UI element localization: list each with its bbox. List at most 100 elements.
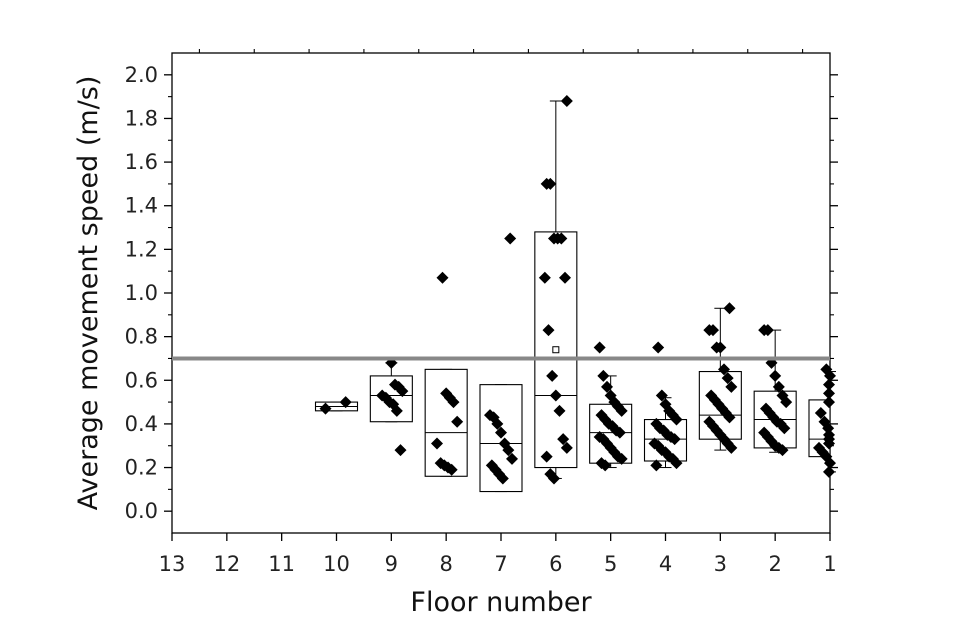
points-floor-6	[538, 95, 573, 485]
data-point	[758, 324, 771, 337]
data-point	[823, 465, 835, 478]
data-point	[484, 409, 496, 422]
data-point	[823, 378, 835, 391]
data-point	[440, 387, 453, 400]
x-tick-label: 1	[823, 552, 836, 576]
data-point	[650, 459, 663, 472]
y-tick-label: 0.6	[125, 368, 158, 392]
data-point	[436, 271, 449, 284]
data-point	[604, 389, 617, 402]
data-point	[540, 450, 553, 463]
data-point	[758, 426, 771, 439]
data-point	[548, 232, 560, 245]
data-point	[559, 271, 571, 284]
data-point	[319, 402, 332, 415]
data-point	[648, 437, 661, 450]
data-point	[723, 302, 736, 315]
box-floor-6	[534, 100, 578, 479]
data-point	[650, 417, 663, 430]
data-point	[595, 409, 608, 422]
data-point	[504, 232, 517, 245]
points-floor-8	[431, 271, 464, 476]
data-point	[394, 444, 407, 457]
y-axis-title: Average movement speed (m/s)	[73, 76, 104, 511]
data-point	[776, 389, 789, 402]
y-tick-label: 1.4	[125, 194, 158, 218]
y-tick-label: 0.4	[125, 412, 158, 436]
points-floor-2	[758, 324, 793, 457]
data-point	[544, 468, 557, 481]
data-point	[601, 380, 613, 393]
data-point	[431, 437, 443, 450]
y-tick-label: 0.8	[125, 325, 158, 349]
y-tick-label: 1.6	[125, 150, 158, 174]
x-tick-label: 7	[494, 552, 507, 576]
data-point	[725, 380, 738, 393]
data-point	[655, 389, 668, 402]
data-point	[557, 433, 570, 446]
data-point	[538, 271, 551, 284]
data-point	[820, 363, 833, 376]
x-tick-label: 13	[159, 552, 186, 576]
data-point	[560, 95, 573, 107]
mean-marker	[552, 346, 560, 354]
data-point	[560, 441, 573, 454]
data-point	[813, 441, 825, 454]
data-point	[542, 324, 555, 337]
x-tick-label: 11	[268, 552, 295, 576]
data-point	[495, 426, 507, 439]
data-point	[451, 415, 464, 428]
data-point	[710, 341, 723, 354]
data-point	[823, 396, 835, 409]
x-tick-label: 9	[385, 552, 398, 576]
y-tick-label: 0.2	[125, 456, 158, 480]
x-tick-label: 10	[323, 552, 350, 576]
data-point	[703, 324, 716, 337]
data-point	[549, 389, 562, 402]
points-floor-4	[648, 341, 683, 472]
data-point	[597, 369, 610, 382]
y-tick-label: 2.0	[125, 63, 158, 87]
data-point	[389, 378, 401, 391]
data-point	[659, 398, 672, 411]
data-point	[546, 369, 559, 382]
points-floor-9	[376, 356, 409, 457]
points-floor-3	[703, 302, 738, 454]
y-tick-label: 1.8	[125, 106, 158, 130]
data-point	[823, 387, 835, 400]
x-tick-label: 2	[768, 552, 781, 576]
points-floor-10	[319, 396, 352, 415]
data-point	[814, 407, 827, 419]
x-tick-label: 6	[549, 552, 562, 576]
data-point	[593, 431, 606, 443]
points-floor-5	[593, 341, 628, 472]
points-floor-7	[484, 232, 518, 485]
data-point	[772, 380, 785, 393]
y-tick-label: 0.0	[125, 499, 158, 523]
data-point	[705, 389, 718, 402]
data-point	[506, 452, 518, 465]
data-point	[595, 457, 608, 470]
points-floor-1	[813, 363, 836, 478]
x-tick-label: 4	[659, 552, 672, 576]
data-point	[769, 369, 782, 382]
data-point	[718, 363, 730, 376]
x-axis-title: Floor number	[410, 587, 592, 618]
data-point	[485, 459, 498, 472]
data-point	[498, 437, 511, 450]
data-point	[818, 415, 831, 428]
data-point	[721, 372, 734, 385]
data-point	[339, 396, 352, 409]
data-point	[760, 402, 772, 415]
data-point	[434, 457, 447, 470]
y-tick-label: 1.2	[125, 237, 158, 261]
x-tick-label: 12	[213, 552, 240, 576]
data-point	[652, 341, 665, 354]
data-point	[703, 415, 716, 428]
data-point	[553, 404, 566, 417]
x-tick-label: 5	[604, 552, 617, 576]
y-tick-label: 1.0	[125, 281, 158, 305]
data-point	[593, 341, 606, 354]
x-tick-label: 8	[439, 552, 452, 576]
